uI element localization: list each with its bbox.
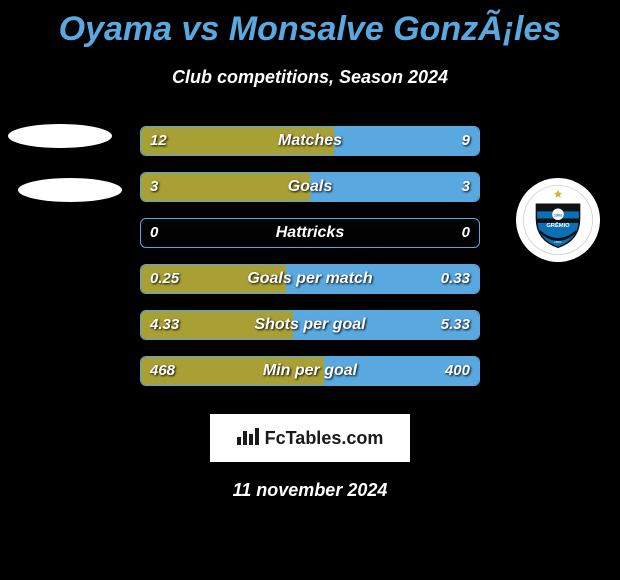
stat-bar-track (140, 218, 480, 248)
stat-bar-right (310, 173, 479, 201)
page-title: Oyama vs Monsalve GonzÃ¡les (0, 0, 620, 49)
stat-bar-track (140, 310, 480, 340)
stat-row: Goals per match0.250.33 (0, 256, 620, 302)
date: 11 november 2024 (0, 480, 620, 501)
stat-row: Shots per goal4.335.33 (0, 302, 620, 348)
stat-row: Min per goal468400 (0, 348, 620, 394)
stat-bar-left (141, 265, 286, 293)
stat-bar-left (141, 173, 310, 201)
stat-bar-left (141, 311, 293, 339)
stat-bar-right (324, 357, 479, 385)
stat-bar-right (293, 311, 479, 339)
stat-row: Hattricks00 (0, 210, 620, 256)
chart-icon (237, 427, 259, 450)
stat-row: Goals33 (0, 164, 620, 210)
stat-bar-right (334, 127, 479, 155)
fctables-label: FcTables.com (265, 428, 384, 449)
comparison-card: Oyama vs Monsalve GonzÃ¡les Club competi… (0, 0, 620, 580)
fctables-watermark: FcTables.com (210, 414, 410, 462)
subtitle: Club competitions, Season 2024 (0, 67, 620, 88)
stat-bar-left (141, 127, 334, 155)
stat-bar-track (140, 126, 480, 156)
stats-list: Matches129Goals33Hattricks00Goals per ma… (0, 118, 620, 394)
stat-bar-track (140, 356, 480, 386)
stat-row: Matches129 (0, 118, 620, 164)
stat-bar-track (140, 264, 480, 294)
stat-bar-right (286, 265, 479, 293)
stat-bar-left (141, 357, 324, 385)
stat-bar-track (140, 172, 480, 202)
